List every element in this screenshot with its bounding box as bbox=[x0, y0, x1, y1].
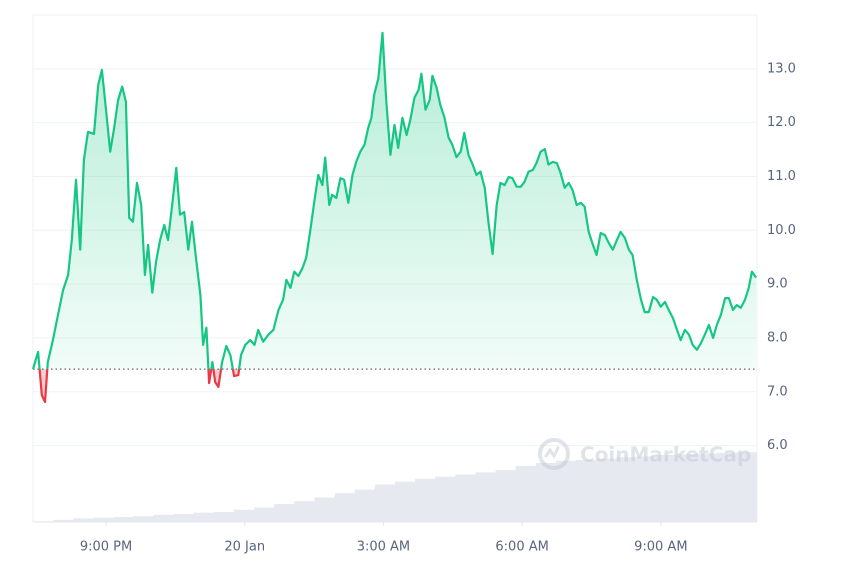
volume-bar bbox=[374, 484, 396, 522]
volume-bar bbox=[133, 516, 154, 522]
y-tick-label: 9.0 bbox=[767, 277, 788, 292]
volume-bar bbox=[53, 519, 74, 522]
y-tick-label: 13.0 bbox=[767, 61, 796, 76]
volume-bar bbox=[495, 470, 516, 522]
volume-bar bbox=[576, 460, 597, 522]
volume-bar bbox=[636, 456, 657, 522]
area-up bbox=[33, 32, 757, 370]
volume-bar bbox=[254, 507, 275, 522]
volume-bar bbox=[334, 493, 356, 522]
volume-bar bbox=[354, 489, 376, 522]
x-tick-label: 9:00 PM bbox=[80, 540, 132, 555]
volume-bar bbox=[475, 472, 496, 522]
x-tick-label: 9:00 AM bbox=[634, 540, 687, 555]
volume-bar bbox=[314, 497, 335, 522]
volume-bar bbox=[656, 455, 677, 522]
volume-bar bbox=[736, 452, 758, 522]
y-tick-label: 8.0 bbox=[767, 330, 788, 345]
volume-bar bbox=[395, 481, 416, 522]
y-tick-label: 12.0 bbox=[767, 115, 796, 130]
volume-bar bbox=[234, 509, 255, 522]
y-tick-label: 6.0 bbox=[767, 438, 788, 453]
price-line-up bbox=[31, 31, 757, 370]
watermark-text: CoinMarketCap bbox=[580, 443, 751, 467]
volume-bar bbox=[274, 504, 295, 522]
volume-bar bbox=[415, 478, 436, 522]
x-tick-label: 20 Jan bbox=[224, 540, 265, 555]
y-tick-label: 7.0 bbox=[767, 384, 788, 399]
volume-bar bbox=[214, 511, 235, 522]
volume-bar bbox=[193, 512, 215, 522]
volume-bar bbox=[716, 452, 738, 522]
volume-bar bbox=[455, 474, 476, 522]
volume-bar bbox=[435, 476, 456, 522]
volume-bar bbox=[596, 458, 617, 522]
volume-bar bbox=[93, 517, 114, 522]
volume-bar bbox=[696, 453, 718, 522]
volume-bar bbox=[153, 514, 175, 522]
volume-bar bbox=[113, 516, 134, 522]
area-down bbox=[39, 369, 240, 402]
volume-bar bbox=[676, 454, 697, 522]
y-tick-label: 11.0 bbox=[767, 169, 796, 184]
x-tick-label: 3:00 AM bbox=[357, 540, 410, 555]
volume-bar bbox=[73, 518, 94, 522]
y-tick-label: 10.0 bbox=[767, 223, 796, 238]
x-tick-label: 6:00 AM bbox=[495, 540, 548, 555]
volume-bar bbox=[555, 460, 577, 522]
volume-bar bbox=[535, 462, 557, 522]
volume-bar bbox=[173, 514, 195, 522]
volume-bar bbox=[294, 501, 315, 522]
watermark: CoinMarketCap bbox=[538, 438, 751, 470]
volume-bar bbox=[616, 457, 637, 522]
volume-bar bbox=[515, 465, 537, 522]
volume-bar bbox=[33, 521, 54, 522]
